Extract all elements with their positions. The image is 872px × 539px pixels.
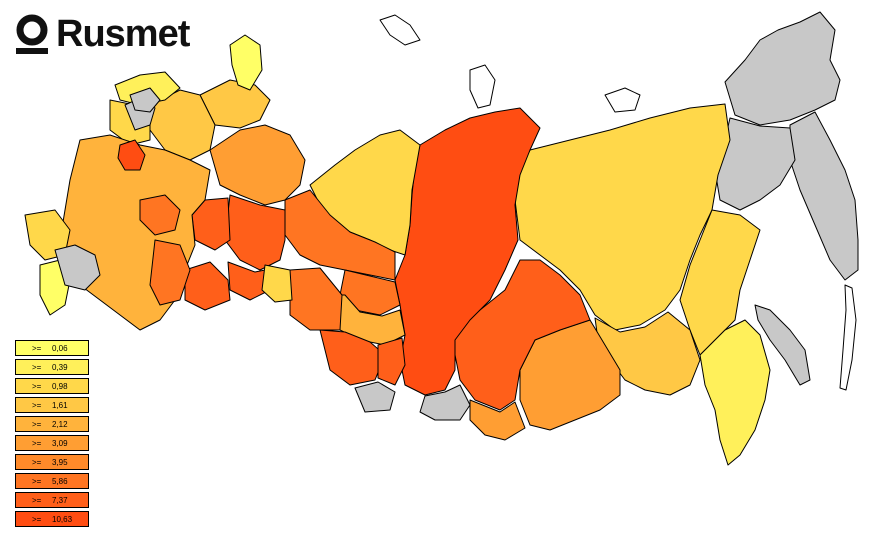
legend-value: 3,09: [52, 438, 68, 448]
legend-operator: >=: [32, 457, 42, 467]
legend-item: >= 0,39: [15, 359, 89, 375]
legend-item: >= 2,12: [15, 416, 89, 432]
region-chukotka[interactable]: [724, 11, 841, 126]
legend-value: 5,86: [52, 476, 68, 486]
region-omsk[interactable]: [289, 267, 343, 331]
legend-item: >= 0,06: [15, 340, 89, 356]
region-irkutsk[interactable]: [454, 259, 591, 411]
region-kamchatka[interactable]: [789, 111, 859, 281]
logo-text: Rusmet: [56, 13, 190, 55]
region-khanty-mansi[interactable]: [284, 189, 396, 281]
legend-operator: >=: [32, 400, 42, 410]
region-krasnoyarsk[interactable]: [394, 107, 541, 396]
legend-item: >= 7,37: [15, 492, 89, 508]
region-franz-josef: [379, 14, 421, 46]
legend-item: >= 1,61: [15, 397, 89, 413]
region-tuva[interactable]: [419, 384, 471, 421]
region-kurgan[interactable]: [261, 264, 293, 303]
legend-item: >= 3,95: [15, 454, 89, 470]
legend-value: 2,12: [52, 419, 68, 429]
legend-item: >= 10,63: [15, 511, 89, 527]
legend-operator: >=: [32, 514, 42, 524]
region-caucasus[interactable]: [54, 244, 101, 291]
rusmet-logo: Rusmet: [14, 12, 190, 56]
legend-operator: >=: [32, 476, 42, 486]
region-new-siberian: [604, 87, 641, 113]
region-primorye[interactable]: [699, 319, 771, 466]
map-legend: >= 0,06 >= 0,39 >= 0,98 >= 1,61 >= 2,12 >= 3,09 >= 3,…: [15, 340, 89, 530]
legend-operator: >=: [32, 362, 42, 372]
region-volga-south[interactable]: [149, 239, 191, 306]
legend-operator: >=: [32, 438, 42, 448]
region-yakutia[interactable]: [514, 103, 731, 331]
legend-value: 7,37: [52, 495, 68, 505]
region-nenets[interactable]: [199, 79, 271, 129]
legend-value: 3,95: [52, 457, 68, 467]
region-moscow[interactable]: [117, 139, 146, 171]
legend-operator: >=: [32, 381, 42, 391]
rusmet-ring-logo-icon: [16, 14, 48, 54]
legend-operator: >=: [32, 495, 42, 505]
legend-value: 0,39: [52, 362, 68, 372]
legend-operator: >=: [32, 343, 42, 353]
region-severnaya-zemlya: [469, 64, 496, 109]
region-sverdlovsk[interactable]: [224, 194, 286, 271]
region-kuril: [839, 284, 857, 391]
region-altai-republic[interactable]: [354, 381, 396, 413]
region-novaya-zemlya[interactable]: [229, 34, 263, 91]
legend-item: >= 0,98: [15, 378, 89, 394]
legend-value: 0,06: [52, 343, 68, 353]
legend-item: >= 5,86: [15, 473, 89, 489]
legend-item: >= 3,09: [15, 435, 89, 451]
region-sakhalin[interactable]: [754, 304, 811, 386]
legend-value: 1,61: [52, 400, 68, 410]
region-kemerovo[interactable]: [377, 337, 406, 386]
legend-value: 0,98: [52, 381, 68, 391]
region-arkhangelsk[interactable]: [149, 89, 216, 161]
region-buryatia[interactable]: [469, 399, 526, 441]
region-kola-grey[interactable]: [129, 87, 161, 113]
region-tatarstan[interactable]: [139, 194, 181, 236]
region-komi[interactable]: [209, 124, 306, 206]
legend-value: 10,63: [52, 514, 73, 524]
legend-operator: >=: [32, 419, 42, 429]
region-orenburg[interactable]: [184, 261, 231, 311]
